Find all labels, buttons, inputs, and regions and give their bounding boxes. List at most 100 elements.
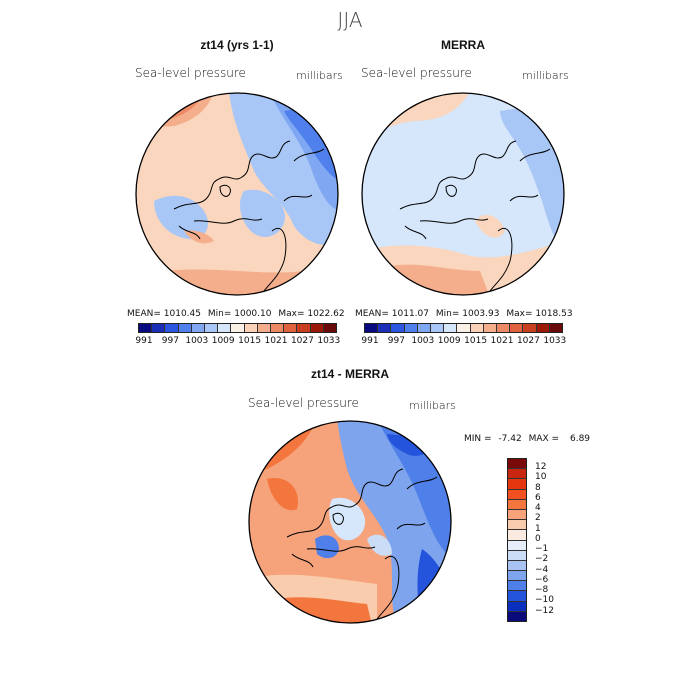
- colorbar-swatch: [404, 324, 418, 332]
- colorbar-tick-label: −12: [535, 605, 554, 616]
- colorbar-swatch: [508, 591, 526, 602]
- obs-variable-label: Sea-level pressure: [361, 66, 472, 80]
- obs-mean-value: 1011.07: [391, 309, 429, 319]
- model-max-value: 1022.62: [307, 309, 345, 319]
- diff-stats: MIN = -7.42 MAX = 6.89: [464, 434, 590, 444]
- diff-polar-map: [248, 420, 452, 624]
- colorbar-tick-label: 1003: [411, 336, 435, 346]
- model-stats: MEAN= 1010.45 Min= 1000.10 Max= 1022.62: [127, 309, 345, 319]
- colorbar-tick-label: 0: [535, 533, 541, 544]
- colorbar-swatch: [378, 324, 392, 332]
- colorbar-tick-label: 1009: [437, 336, 461, 346]
- colorbar-swatch: [508, 581, 526, 592]
- colorbar-swatch: [310, 324, 324, 332]
- colorbar-swatch: [549, 324, 563, 332]
- model-max-label: Max=: [278, 309, 305, 319]
- colorbar-tick-label: 1027: [290, 336, 314, 346]
- colorbar-tick-label: 1027: [516, 336, 540, 346]
- colorbar-tick-label: 997: [161, 336, 179, 346]
- diff-max-label: MAX =: [528, 434, 560, 444]
- diff-units-label: millibars: [409, 399, 456, 412]
- colorbar-swatch: [271, 324, 285, 332]
- colorbar-swatch: [508, 469, 526, 480]
- colorbar-swatch: [152, 324, 166, 332]
- colorbar-tick-label: −10: [535, 595, 554, 606]
- colorbar-swatch: [205, 324, 219, 332]
- colorbar-tick-label: 4: [535, 503, 541, 513]
- colorbar-tick-label: −1: [535, 544, 549, 554]
- colorbar-swatch: [508, 540, 526, 551]
- obs-panel-title: MERRA: [441, 38, 485, 52]
- colorbar-tick-label: 991: [135, 336, 153, 346]
- model-mean-value: 1010.45: [163, 309, 201, 319]
- colorbar-swatch: [508, 499, 526, 510]
- colorbar-swatch: [523, 324, 537, 332]
- colorbar-tick-label: 1009: [211, 336, 235, 346]
- colorbar-swatch: [508, 550, 526, 561]
- obs-min-value: 1003.93: [462, 309, 500, 319]
- colorbar-swatch: [178, 324, 192, 332]
- obs-units-label: millibars: [522, 69, 569, 82]
- colorbar-swatch: [165, 324, 179, 332]
- colorbar-swatch: [508, 459, 526, 470]
- obs-stats: MEAN= 1011.07 Min= 1003.93 Max= 1018.53: [355, 309, 573, 319]
- colorbar-tick-label: −2: [535, 554, 549, 565]
- diff-max-value: 6.89: [569, 434, 591, 444]
- colorbar-tick-label: −4: [535, 564, 549, 575]
- colorbar-swatch: [231, 324, 245, 332]
- colorbar-swatch: [297, 324, 311, 332]
- colorbar-tick-label: 1015: [464, 336, 488, 346]
- obs-colorbar: [364, 323, 563, 333]
- colorbar-swatch: [508, 571, 526, 582]
- colorbar-swatch: [508, 520, 526, 531]
- season-title: JJA: [337, 8, 363, 32]
- colorbar-tick-label: 1033: [543, 336, 567, 346]
- colorbar-swatch: [257, 324, 272, 332]
- diff-colorbar: [507, 458, 527, 622]
- diff-variable-label: Sea-level pressure: [248, 396, 359, 410]
- colorbar-swatch: [417, 324, 432, 332]
- colorbar-swatch: [365, 324, 379, 332]
- model-min-value: 1000.10: [234, 309, 272, 319]
- colorbar-swatch: [139, 324, 153, 332]
- colorbar-swatch: [508, 509, 526, 521]
- colorbar-swatch: [431, 324, 445, 332]
- colorbar-swatch: [244, 324, 258, 332]
- colorbar-swatch: [457, 324, 471, 332]
- model-colorbar: [138, 323, 337, 333]
- model-polar-map: [135, 92, 339, 296]
- colorbar-tick-label: 12: [535, 462, 547, 472]
- colorbar-tick-label: 2: [535, 513, 541, 524]
- colorbar-swatch: [536, 324, 550, 332]
- colorbar-tick-label: 997: [387, 336, 405, 346]
- model-variable-label: Sea-level pressure: [135, 66, 246, 80]
- colorbar-swatch: [444, 324, 458, 332]
- colorbar-swatch: [508, 489, 526, 500]
- model-units-label: millibars: [296, 69, 343, 82]
- colorbar-tick-label: −8: [535, 585, 549, 595]
- colorbar-swatch: [508, 560, 526, 572]
- diff-min-value: -7.42: [498, 434, 522, 444]
- colorbar-tick-label: 10: [535, 472, 547, 483]
- colorbar-swatch: [391, 324, 405, 332]
- model-panel-title: zt14 (yrs 1-1): [200, 38, 274, 52]
- colorbar-tick-label: 1033: [317, 336, 341, 346]
- obs-min-label: Min=: [435, 309, 460, 319]
- colorbar-swatch: [508, 601, 526, 612]
- colorbar-swatch: [508, 479, 526, 490]
- colorbar-swatch: [218, 324, 232, 332]
- colorbar-swatch: [323, 324, 337, 332]
- obs-max-label: Max=: [506, 309, 533, 319]
- colorbar-swatch: [483, 324, 498, 332]
- model-min-label: Min=: [207, 309, 232, 319]
- colorbar-tick-label: 6: [535, 492, 541, 503]
- colorbar-swatch: [191, 324, 206, 332]
- colorbar-swatch: [497, 324, 511, 332]
- diff-panel-title: zt14 - MERRA: [310, 367, 389, 381]
- model-mean-label: MEAN=: [127, 309, 161, 319]
- colorbar-tick-label: 1021: [264, 336, 288, 346]
- obs-polar-map: [361, 92, 565, 296]
- colorbar-tick-label: 1015: [238, 336, 262, 346]
- diff-min-label: MIN =: [464, 434, 492, 444]
